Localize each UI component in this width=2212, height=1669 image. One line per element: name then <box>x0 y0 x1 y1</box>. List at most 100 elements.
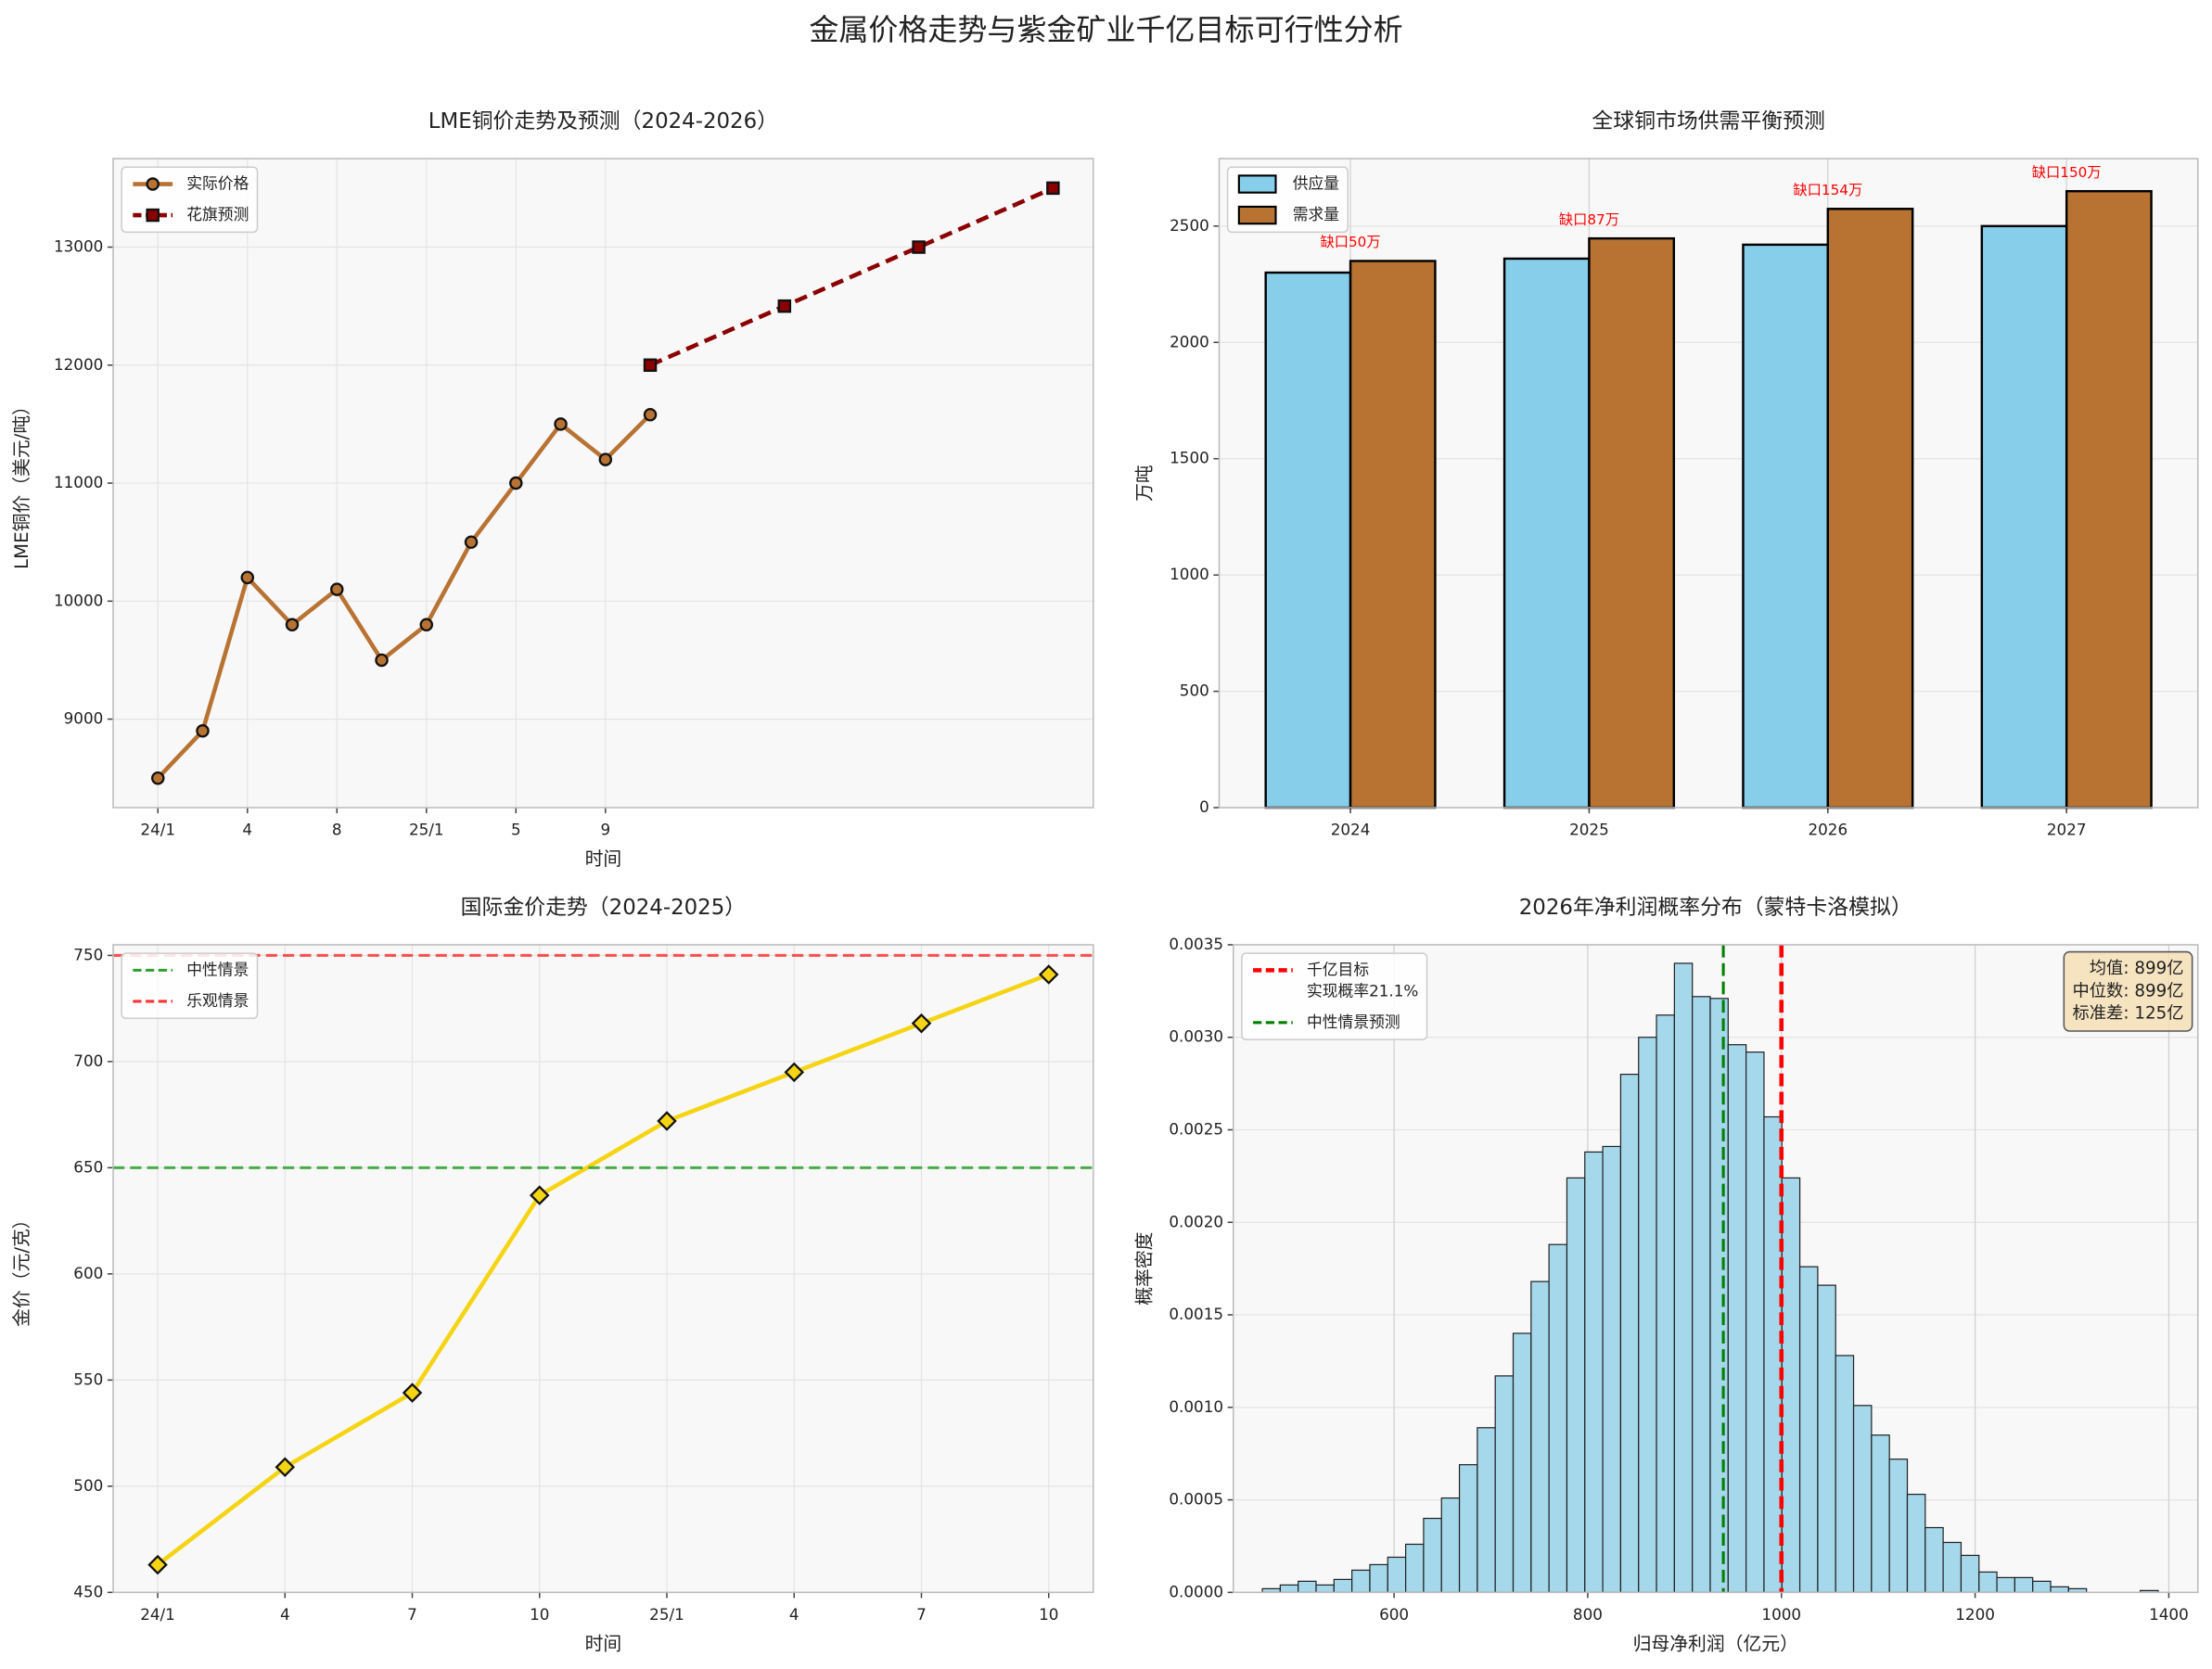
marker <box>419 618 434 632</box>
histogram-bar <box>1351 1569 1371 1593</box>
legend-label: 供应量 <box>1293 174 1339 193</box>
plot-background <box>112 944 1093 1593</box>
bar <box>1826 208 1914 809</box>
x-tick-label: 800 <box>1573 1605 1603 1624</box>
histogram-bar <box>1494 1375 1515 1593</box>
x-tick-label: 7 <box>916 1605 927 1624</box>
legend-label: 花旗预测 <box>186 205 249 223</box>
histogram-bar <box>1548 1243 1568 1593</box>
histogram-bar <box>1996 1576 2016 1593</box>
histogram-bar <box>1638 1037 1657 1593</box>
legend-swatch <box>1237 205 1277 225</box>
annotation: 缺口50万 <box>1321 234 1381 250</box>
histogram-bar <box>1727 1044 1747 1593</box>
marker <box>1046 181 1060 196</box>
histogram-bar <box>1298 1580 1317 1593</box>
bar <box>2065 189 2153 809</box>
annotation: 缺口154万 <box>1793 182 1862 198</box>
histogram-bar <box>1781 1177 1801 1593</box>
y-tick-label: 0.0005 <box>1169 1490 1223 1509</box>
legend-label: 实现概率21.1% <box>1307 981 1418 1000</box>
histogram-bar <box>2014 1576 2034 1593</box>
marker <box>1038 964 1059 985</box>
marker <box>911 1013 932 1034</box>
y-tick-label: 0.0010 <box>1169 1397 1223 1416</box>
legend-swatch <box>1237 174 1277 194</box>
histogram-bar <box>1817 1284 1836 1593</box>
y-tick-label: 0.0020 <box>1169 1212 1223 1230</box>
marker <box>777 299 792 313</box>
histogram-bar <box>1602 1145 1622 1593</box>
histogram-bar <box>1333 1578 1353 1593</box>
axes-frame <box>1232 944 2199 1594</box>
y-tick-label: 2000 <box>1170 332 1209 350</box>
y-tick-label: 1000 <box>1170 565 1209 583</box>
stats-text: 标准差: 125亿 <box>2073 1004 2184 1024</box>
histogram-bar <box>1477 1427 1496 1593</box>
y-tick-label: 550 <box>73 1370 103 1388</box>
stats-box-background <box>2063 950 2193 1032</box>
marker <box>147 1554 168 1575</box>
histogram-bar <box>1906 1493 1926 1593</box>
histogram-bar <box>2050 1586 2069 1593</box>
y-tick-label: 500 <box>1180 682 1209 700</box>
y-tick-label: 500 <box>73 1476 103 1495</box>
bar <box>1502 257 1591 809</box>
marker <box>529 1185 550 1205</box>
histogram-bar <box>1458 1464 1478 1593</box>
stats-text: 均值: 899亿 <box>2090 959 2184 978</box>
marker <box>275 1457 296 1478</box>
x-axis-label: 归母净利润（亿元） <box>1633 1633 1798 1654</box>
marker <box>330 582 344 596</box>
marker <box>375 653 389 668</box>
x-tick-label: 10 <box>1039 1605 1058 1624</box>
histogram-bar <box>1888 1459 1909 1593</box>
x-tick-label: 24/1 <box>140 820 175 838</box>
legend-box <box>121 952 259 1020</box>
histogram-bar <box>1709 998 1729 1593</box>
x-tick-label: 4 <box>242 820 252 838</box>
y-tick-label: 0.0025 <box>1169 1119 1223 1138</box>
figure-title: 金属价格走势与紫金矿业千亿目标可行性分析 <box>809 12 1402 47</box>
histogram-bar <box>1835 1355 1855 1593</box>
histogram-bar <box>1745 1051 1765 1593</box>
y-axis-label: 概率密度 <box>1134 1231 1156 1305</box>
histogram-bar <box>1798 1266 1819 1593</box>
histogram-bar <box>1656 1014 1675 1593</box>
series-line <box>649 185 1055 367</box>
marker <box>240 570 255 585</box>
y-tick-label: 1500 <box>1170 449 1209 467</box>
y-tick-label: 650 <box>73 1157 103 1176</box>
marker <box>196 724 210 738</box>
y-tick-label: 450 <box>73 1582 103 1600</box>
histogram-bar <box>1404 1543 1425 1593</box>
x-tick-label: 2027 <box>2047 820 2087 838</box>
x-tick-label: 5 <box>511 820 521 838</box>
histogram-bar <box>1871 1434 1890 1593</box>
x-tick-label: 1400 <box>2149 1605 2189 1624</box>
y-tick-label: 13000 <box>54 237 103 256</box>
x-axis-label: 时间 <box>585 1633 622 1654</box>
y-axis-label: 万吨 <box>1134 465 1156 502</box>
series-line <box>156 413 652 780</box>
marker <box>657 1111 677 1131</box>
annotation: 缺口87万 <box>1559 211 1619 228</box>
y-tick-label: 600 <box>73 1264 103 1282</box>
y-tick-label: 12000 <box>54 355 103 374</box>
histogram-bar <box>1942 1541 1963 1593</box>
y-tick-label: 2500 <box>1170 216 1209 235</box>
bar <box>1588 236 1676 809</box>
y-tick-label: 0.0000 <box>1169 1582 1223 1600</box>
marker <box>509 476 523 491</box>
legend-label: 实际价格 <box>186 174 249 193</box>
panel-title: 2026年净利润概率分布（蒙特卡洛模拟） <box>1519 896 1912 920</box>
bar <box>1980 224 2068 809</box>
marker <box>598 452 613 466</box>
y-tick-label: 0 <box>1199 797 1209 816</box>
x-tick-label: 2025 <box>1569 820 1609 838</box>
marker <box>784 1062 805 1083</box>
marker <box>554 417 568 431</box>
